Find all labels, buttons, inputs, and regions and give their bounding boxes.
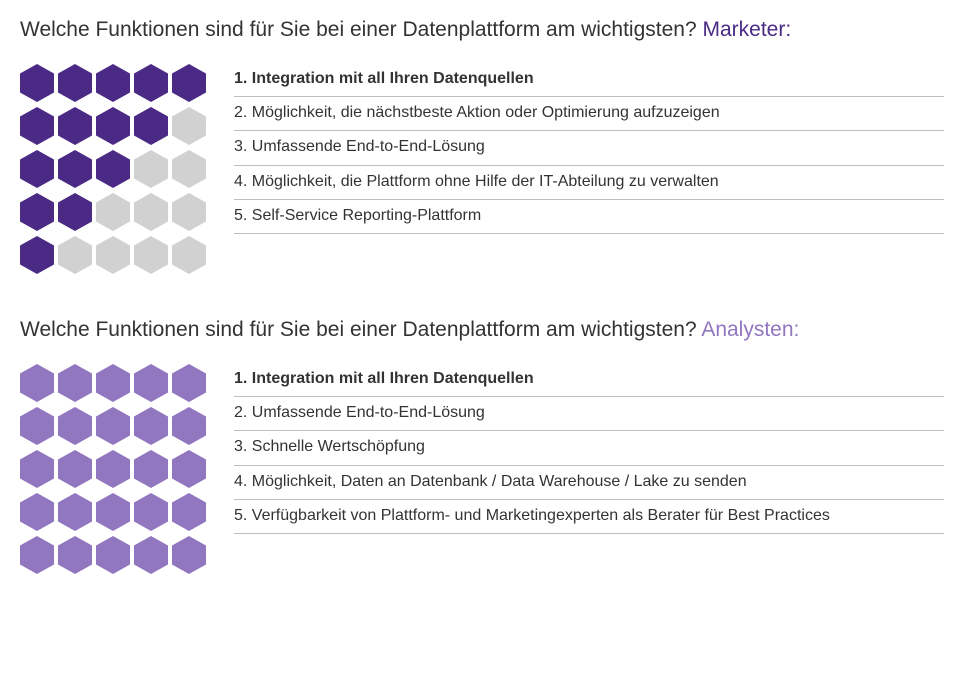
hex-icon (20, 150, 54, 188)
hex-icon (20, 193, 54, 231)
panel-analysten: 1. Integration mit all Ihren Datenquelle… (20, 364, 944, 574)
list-marketer: 1. Integration mit all Ihren Datenquelle… (234, 64, 944, 234)
heading-accent: Marketer: (702, 18, 791, 41)
section-marketer: Welche Funktionen sind für Sie bei einer… (20, 18, 944, 274)
hex-icon (20, 236, 54, 274)
hex-icon (96, 407, 130, 445)
hex-icon (172, 150, 206, 188)
hex-icon (172, 536, 206, 574)
hex-icon (58, 536, 92, 574)
hex-icon (134, 236, 168, 274)
list-item: 4. Möglichkeit, die Plattform ohne Hilfe… (234, 166, 944, 200)
list-item: 2. Möglichkeit, die nächstbeste Aktion o… (234, 97, 944, 131)
hex-row (20, 150, 206, 188)
hex-grid-marketer (20, 64, 206, 274)
list-item: 3. Umfassende End-to-End-Lösung (234, 131, 944, 165)
hex-icon (172, 450, 206, 488)
hex-icon (96, 64, 130, 102)
hex-icon (172, 107, 206, 145)
hex-row (20, 364, 206, 402)
hex-icon (58, 236, 92, 274)
heading-marketer: Welche Funktionen sind für Sie bei einer… (20, 18, 944, 42)
hex-icon (20, 64, 54, 102)
hex-icon (96, 493, 130, 531)
hex-icon (172, 236, 206, 274)
hex-row (20, 536, 206, 574)
hex-icon (58, 493, 92, 531)
hex-icon (134, 364, 168, 402)
heading-accent: Analysten: (701, 318, 799, 341)
hex-icon (20, 536, 54, 574)
hex-icon (172, 493, 206, 531)
hex-icon (96, 450, 130, 488)
hex-icon (134, 64, 168, 102)
panel-marketer: 1. Integration mit all Ihren Datenquelle… (20, 64, 944, 274)
hex-icon (58, 107, 92, 145)
hex-row (20, 193, 206, 231)
hex-icon (58, 450, 92, 488)
hex-icon (20, 493, 54, 531)
hex-row (20, 236, 206, 274)
list-item: 3. Schnelle Wertschöpfung (234, 431, 944, 465)
heading-analysten: Welche Funktionen sind für Sie bei einer… (20, 318, 944, 342)
hex-icon (20, 407, 54, 445)
heading-prefix: Welche Funktionen sind für Sie bei einer… (20, 18, 702, 41)
hex-icon (134, 193, 168, 231)
hex-icon (134, 493, 168, 531)
hex-row (20, 407, 206, 445)
hex-icon (134, 407, 168, 445)
hex-icon (134, 536, 168, 574)
section-analysten: Welche Funktionen sind für Sie bei einer… (20, 318, 944, 574)
hex-icon (134, 150, 168, 188)
hex-row (20, 450, 206, 488)
list-item: 5. Verfügbarkeit von Plattform- und Mark… (234, 500, 944, 534)
hex-icon (20, 107, 54, 145)
list-item: 4. Möglichkeit, Daten an Datenbank / Dat… (234, 466, 944, 500)
hex-grid-analysten (20, 364, 206, 574)
hex-icon (134, 107, 168, 145)
list-item: 1. Integration mit all Ihren Datenquelle… (234, 65, 944, 97)
hex-icon (58, 150, 92, 188)
hex-icon (96, 107, 130, 145)
list-item: 2. Umfassende End-to-End-Lösung (234, 397, 944, 431)
hex-icon (172, 193, 206, 231)
hex-row (20, 107, 206, 145)
hex-row (20, 64, 206, 102)
hex-icon (58, 193, 92, 231)
hex-icon (172, 407, 206, 445)
hex-icon (172, 64, 206, 102)
list-analysten: 1. Integration mit all Ihren Datenquelle… (234, 364, 944, 534)
hex-row (20, 493, 206, 531)
hex-icon (58, 64, 92, 102)
hex-icon (96, 236, 130, 274)
hex-icon (172, 364, 206, 402)
heading-prefix: Welche Funktionen sind für Sie bei einer… (20, 318, 701, 341)
hex-icon (20, 450, 54, 488)
hex-icon (96, 536, 130, 574)
hex-icon (58, 364, 92, 402)
hex-icon (20, 364, 54, 402)
list-item: 1. Integration mit all Ihren Datenquelle… (234, 365, 944, 397)
hex-icon (96, 150, 130, 188)
hex-icon (58, 407, 92, 445)
hex-icon (96, 364, 130, 402)
list-item: 5. Self-Service Reporting-Plattform (234, 200, 944, 234)
hex-icon (134, 450, 168, 488)
hex-icon (96, 193, 130, 231)
